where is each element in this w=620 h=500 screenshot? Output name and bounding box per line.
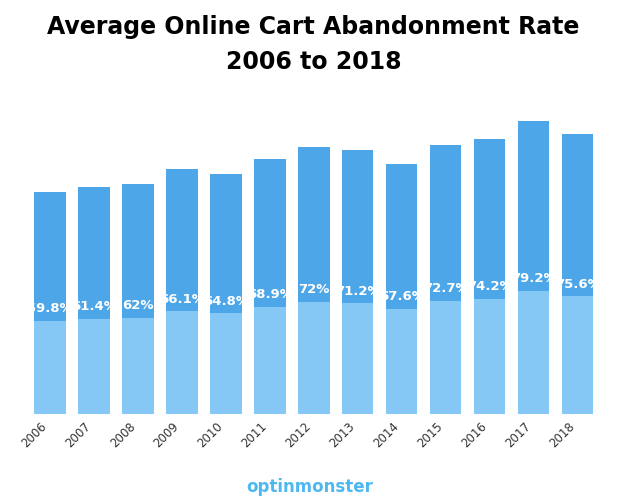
Bar: [298, 147, 329, 302]
Text: optinmonster: optinmonster: [247, 478, 373, 496]
Bar: [210, 313, 242, 414]
Bar: [166, 311, 198, 414]
Bar: [562, 134, 593, 296]
Text: 64.8%: 64.8%: [203, 294, 249, 308]
Title: Average Online Cart Abandonment Rate
2006 to 2018: Average Online Cart Abandonment Rate 200…: [48, 15, 580, 74]
Bar: [342, 150, 373, 304]
Bar: [34, 321, 66, 414]
Bar: [122, 318, 154, 414]
Text: 71.2%: 71.2%: [335, 284, 381, 298]
Bar: [430, 144, 461, 301]
Bar: [518, 291, 549, 414]
Text: 79.2%: 79.2%: [511, 272, 556, 285]
Text: 75.6%: 75.6%: [555, 278, 600, 291]
Bar: [562, 296, 593, 414]
Bar: [298, 302, 329, 414]
Bar: [386, 164, 417, 309]
Bar: [254, 158, 286, 307]
Text: 59.8%: 59.8%: [27, 302, 73, 316]
Text: 67.6%: 67.6%: [379, 290, 425, 304]
Bar: [474, 298, 505, 414]
Text: 66.1%: 66.1%: [159, 292, 205, 306]
Bar: [210, 174, 242, 313]
Bar: [78, 318, 110, 414]
Bar: [34, 192, 66, 321]
Bar: [254, 307, 286, 414]
Bar: [518, 120, 549, 291]
Text: 68.9%: 68.9%: [247, 288, 293, 302]
Bar: [166, 169, 198, 311]
Text: 62%: 62%: [122, 299, 154, 312]
Bar: [122, 184, 154, 318]
Text: 72%: 72%: [298, 284, 329, 296]
Text: 72.7%: 72.7%: [423, 282, 469, 296]
Bar: [386, 309, 417, 414]
Bar: [474, 139, 505, 298]
Bar: [430, 301, 461, 414]
Bar: [78, 186, 110, 318]
Text: 74.2%: 74.2%: [467, 280, 513, 293]
Bar: [342, 304, 373, 414]
Text: 61.4%: 61.4%: [71, 300, 117, 313]
